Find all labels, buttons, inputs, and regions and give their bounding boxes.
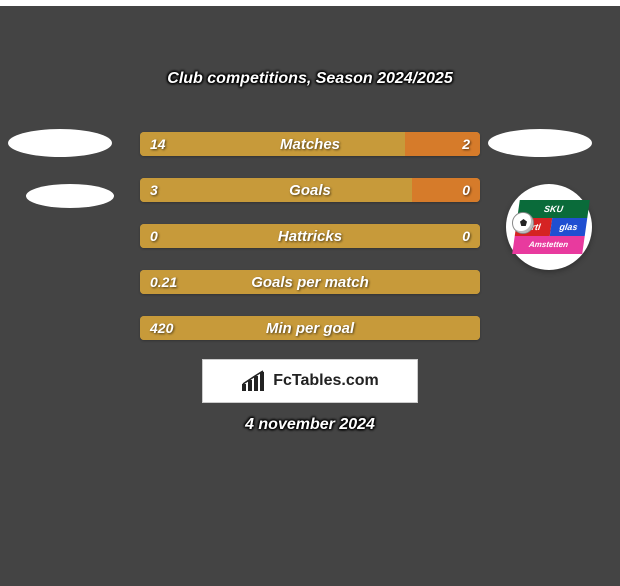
right-player-avatar <box>0 6 1 7</box>
badge-text: FcTables.com <box>273 372 379 390</box>
stat-row: Goals30 <box>140 178 480 202</box>
soccer-ball-icon <box>512 212 534 234</box>
fctables-badge[interactable]: FcTables.com <box>202 359 418 403</box>
stat-left-fill <box>140 178 412 202</box>
right-club-avatar: SKUertlglasAmstetten <box>506 184 592 270</box>
stat-right-fill <box>412 178 480 202</box>
stat-left-fill <box>140 224 480 248</box>
stat-left-fill <box>140 316 480 340</box>
comparison-rows: Matches142 Goals30 Hattricks00 Goals per ma… <box>140 132 480 362</box>
stat-left-fill <box>140 270 480 294</box>
stat-right-fill <box>405 132 480 156</box>
subtitle: Club competitions, Season 2024/2025 <box>0 70 620 88</box>
stat-row: Hattricks00 <box>140 224 480 248</box>
stat-row: Matches142 <box>140 132 480 156</box>
stat-row: Min per goal420 <box>140 316 480 340</box>
stat-row: Goals per match0.21 <box>140 270 480 294</box>
bar-chart-icon <box>241 370 267 392</box>
stat-left-fill <box>140 132 405 156</box>
date-text: 4 november 2024 <box>0 416 620 434</box>
